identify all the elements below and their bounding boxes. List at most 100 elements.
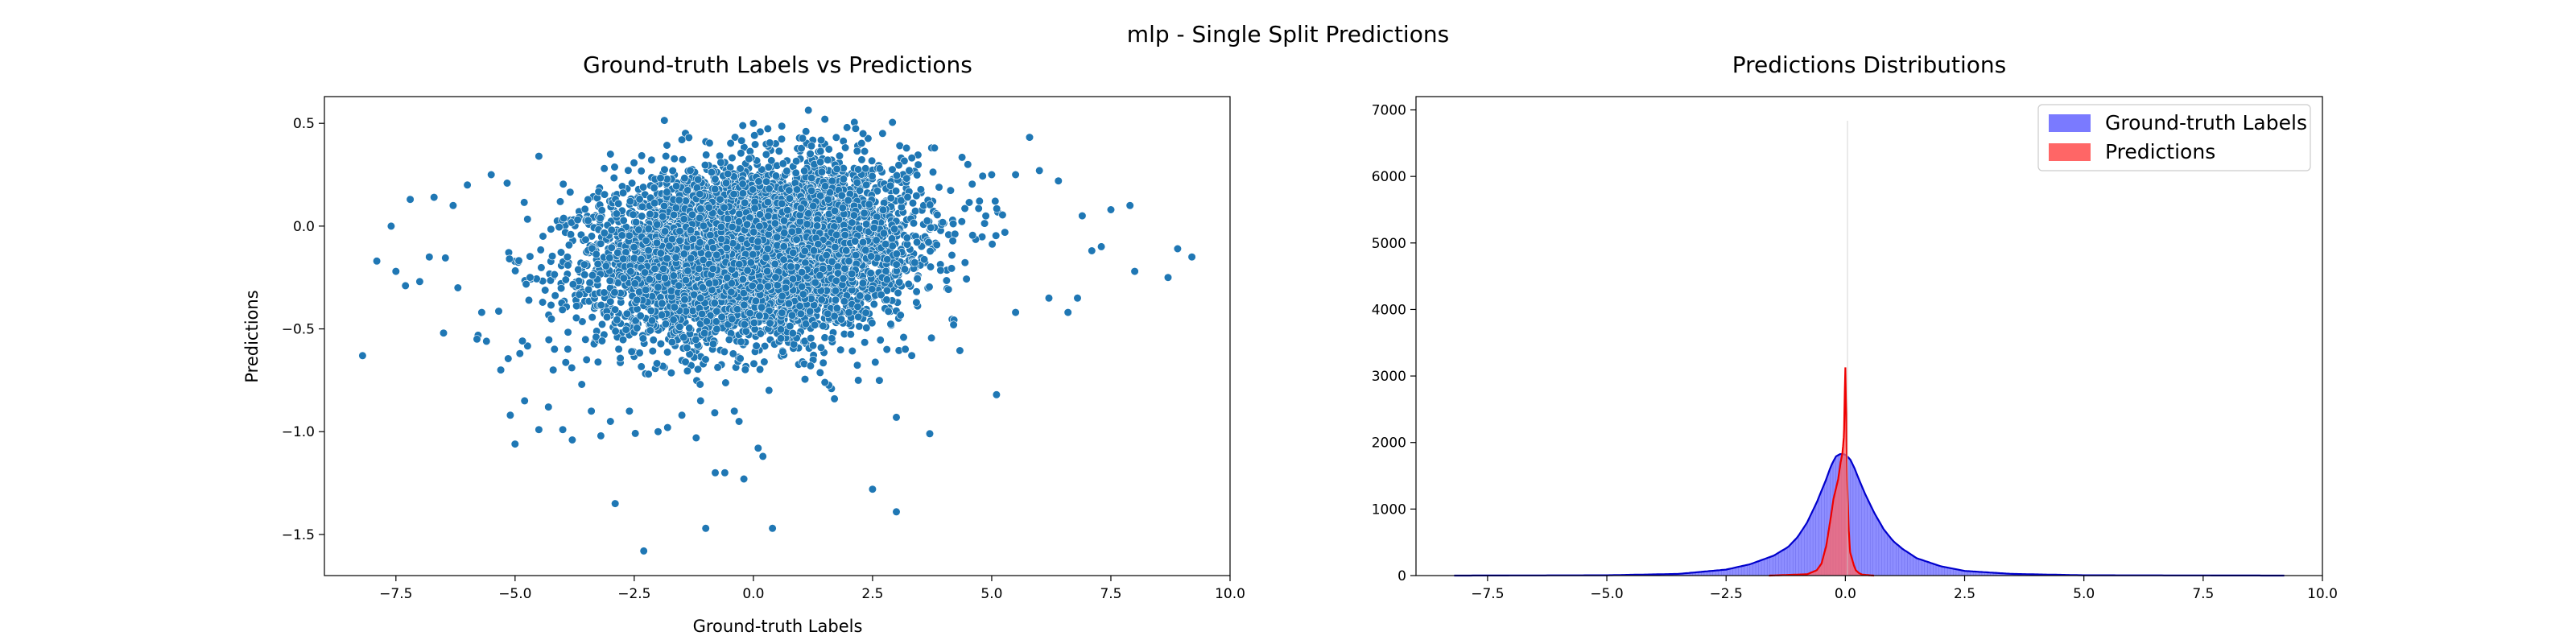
scatter-point [662, 151, 671, 161]
scatter-point [547, 315, 556, 324]
scatter-point [526, 252, 535, 261]
scatter-point [568, 280, 578, 289]
scatter-point [593, 357, 603, 366]
scatter-point [819, 358, 828, 367]
scatter-point [520, 198, 529, 207]
scatter-point [441, 254, 450, 262]
scatter-point [618, 336, 628, 345]
scatter-point [807, 142, 816, 151]
scatter-point [924, 237, 933, 247]
scatter-point [820, 333, 829, 342]
scatter-point [538, 298, 547, 307]
scatter-point [910, 207, 920, 216]
scatter-point [816, 147, 825, 155]
scatter-point [816, 136, 826, 145]
scatter-point [777, 134, 786, 143]
scatter-point [960, 204, 969, 213]
scatter-point [678, 155, 687, 164]
scatter-point [907, 351, 916, 360]
scatter-point [494, 307, 503, 316]
scatter-point [926, 246, 935, 256]
scatter-point [968, 231, 977, 240]
scatter-point [633, 324, 642, 332]
scatter-point [926, 262, 935, 271]
scatter-point [960, 258, 969, 267]
scatter-point [518, 336, 527, 345]
scatter-point-cloud [441, 105, 1034, 438]
scatter-point [539, 232, 547, 241]
scatter-point [832, 133, 840, 142]
scatter-point [721, 378, 730, 387]
figure-title: mlp - Single Split Predictions [1127, 21, 1449, 47]
scatter-point [935, 183, 943, 192]
scatter-point [900, 265, 909, 274]
scatter-point [616, 353, 625, 363]
scatter-point [737, 149, 745, 158]
scatter-point [948, 219, 958, 229]
scatter-point [962, 275, 971, 283]
scatter-point [572, 302, 581, 311]
scatter-point [551, 291, 559, 300]
scatter-point [888, 118, 897, 127]
scatter-point [864, 134, 873, 143]
scatter-point [760, 341, 770, 351]
scatter-point [819, 321, 828, 331]
scatter-point [762, 150, 770, 159]
scatter-point [791, 168, 800, 177]
scatter-point [635, 349, 644, 357]
scatter-point [505, 254, 514, 263]
scatter-point [524, 295, 534, 305]
scatter-point [765, 386, 774, 395]
scatter-point [808, 341, 818, 350]
scatter-point [584, 285, 593, 294]
scatter-point [824, 145, 833, 154]
scatter-point [981, 212, 990, 221]
scatter-point [912, 192, 921, 200]
scatter-point [852, 147, 861, 155]
scatter-point [558, 305, 567, 314]
scatter-point [755, 365, 765, 374]
scatter-point [663, 348, 672, 357]
scatter-point [561, 358, 570, 367]
scatter-point [894, 288, 902, 298]
scatter-point [523, 215, 532, 224]
scatter-point [815, 368, 824, 378]
scatter-point [656, 340, 666, 349]
scatter-point [584, 195, 592, 204]
scatter-point [661, 320, 671, 328]
scatter-point [868, 319, 877, 328]
scatter-point [835, 151, 844, 160]
scatter-point [555, 197, 565, 206]
scatter-point [851, 124, 860, 133]
scatter-point [705, 138, 714, 147]
scatter-point [683, 366, 692, 375]
scatter-point [559, 180, 568, 188]
scatter-point [998, 210, 1007, 220]
scatter-point [927, 333, 936, 342]
scatter-point [597, 239, 605, 248]
scatter-point [707, 167, 716, 177]
scatter-point [627, 179, 637, 188]
scatter-point [702, 151, 711, 159]
scatter-point [564, 345, 572, 353]
scatter-point [867, 156, 877, 165]
scatter-point [648, 347, 657, 356]
scatter-point [738, 121, 747, 130]
scatter-point [886, 194, 895, 203]
scatter-point [900, 156, 909, 165]
scatter-point [716, 158, 725, 167]
scatter-point [563, 253, 572, 262]
scatter-point [800, 375, 810, 384]
scatter-point [631, 429, 640, 438]
scatter-point [610, 163, 619, 171]
scatter-point [836, 345, 845, 354]
scatter-point [778, 122, 786, 130]
scatter-point [544, 336, 553, 345]
scatter-point [556, 248, 566, 257]
scatter-point [670, 155, 679, 163]
scatter-point [974, 204, 983, 213]
scatter-point [606, 297, 615, 306]
scatter-point [904, 279, 913, 289]
scatter-point [760, 357, 769, 366]
scatter-point [947, 250, 956, 260]
